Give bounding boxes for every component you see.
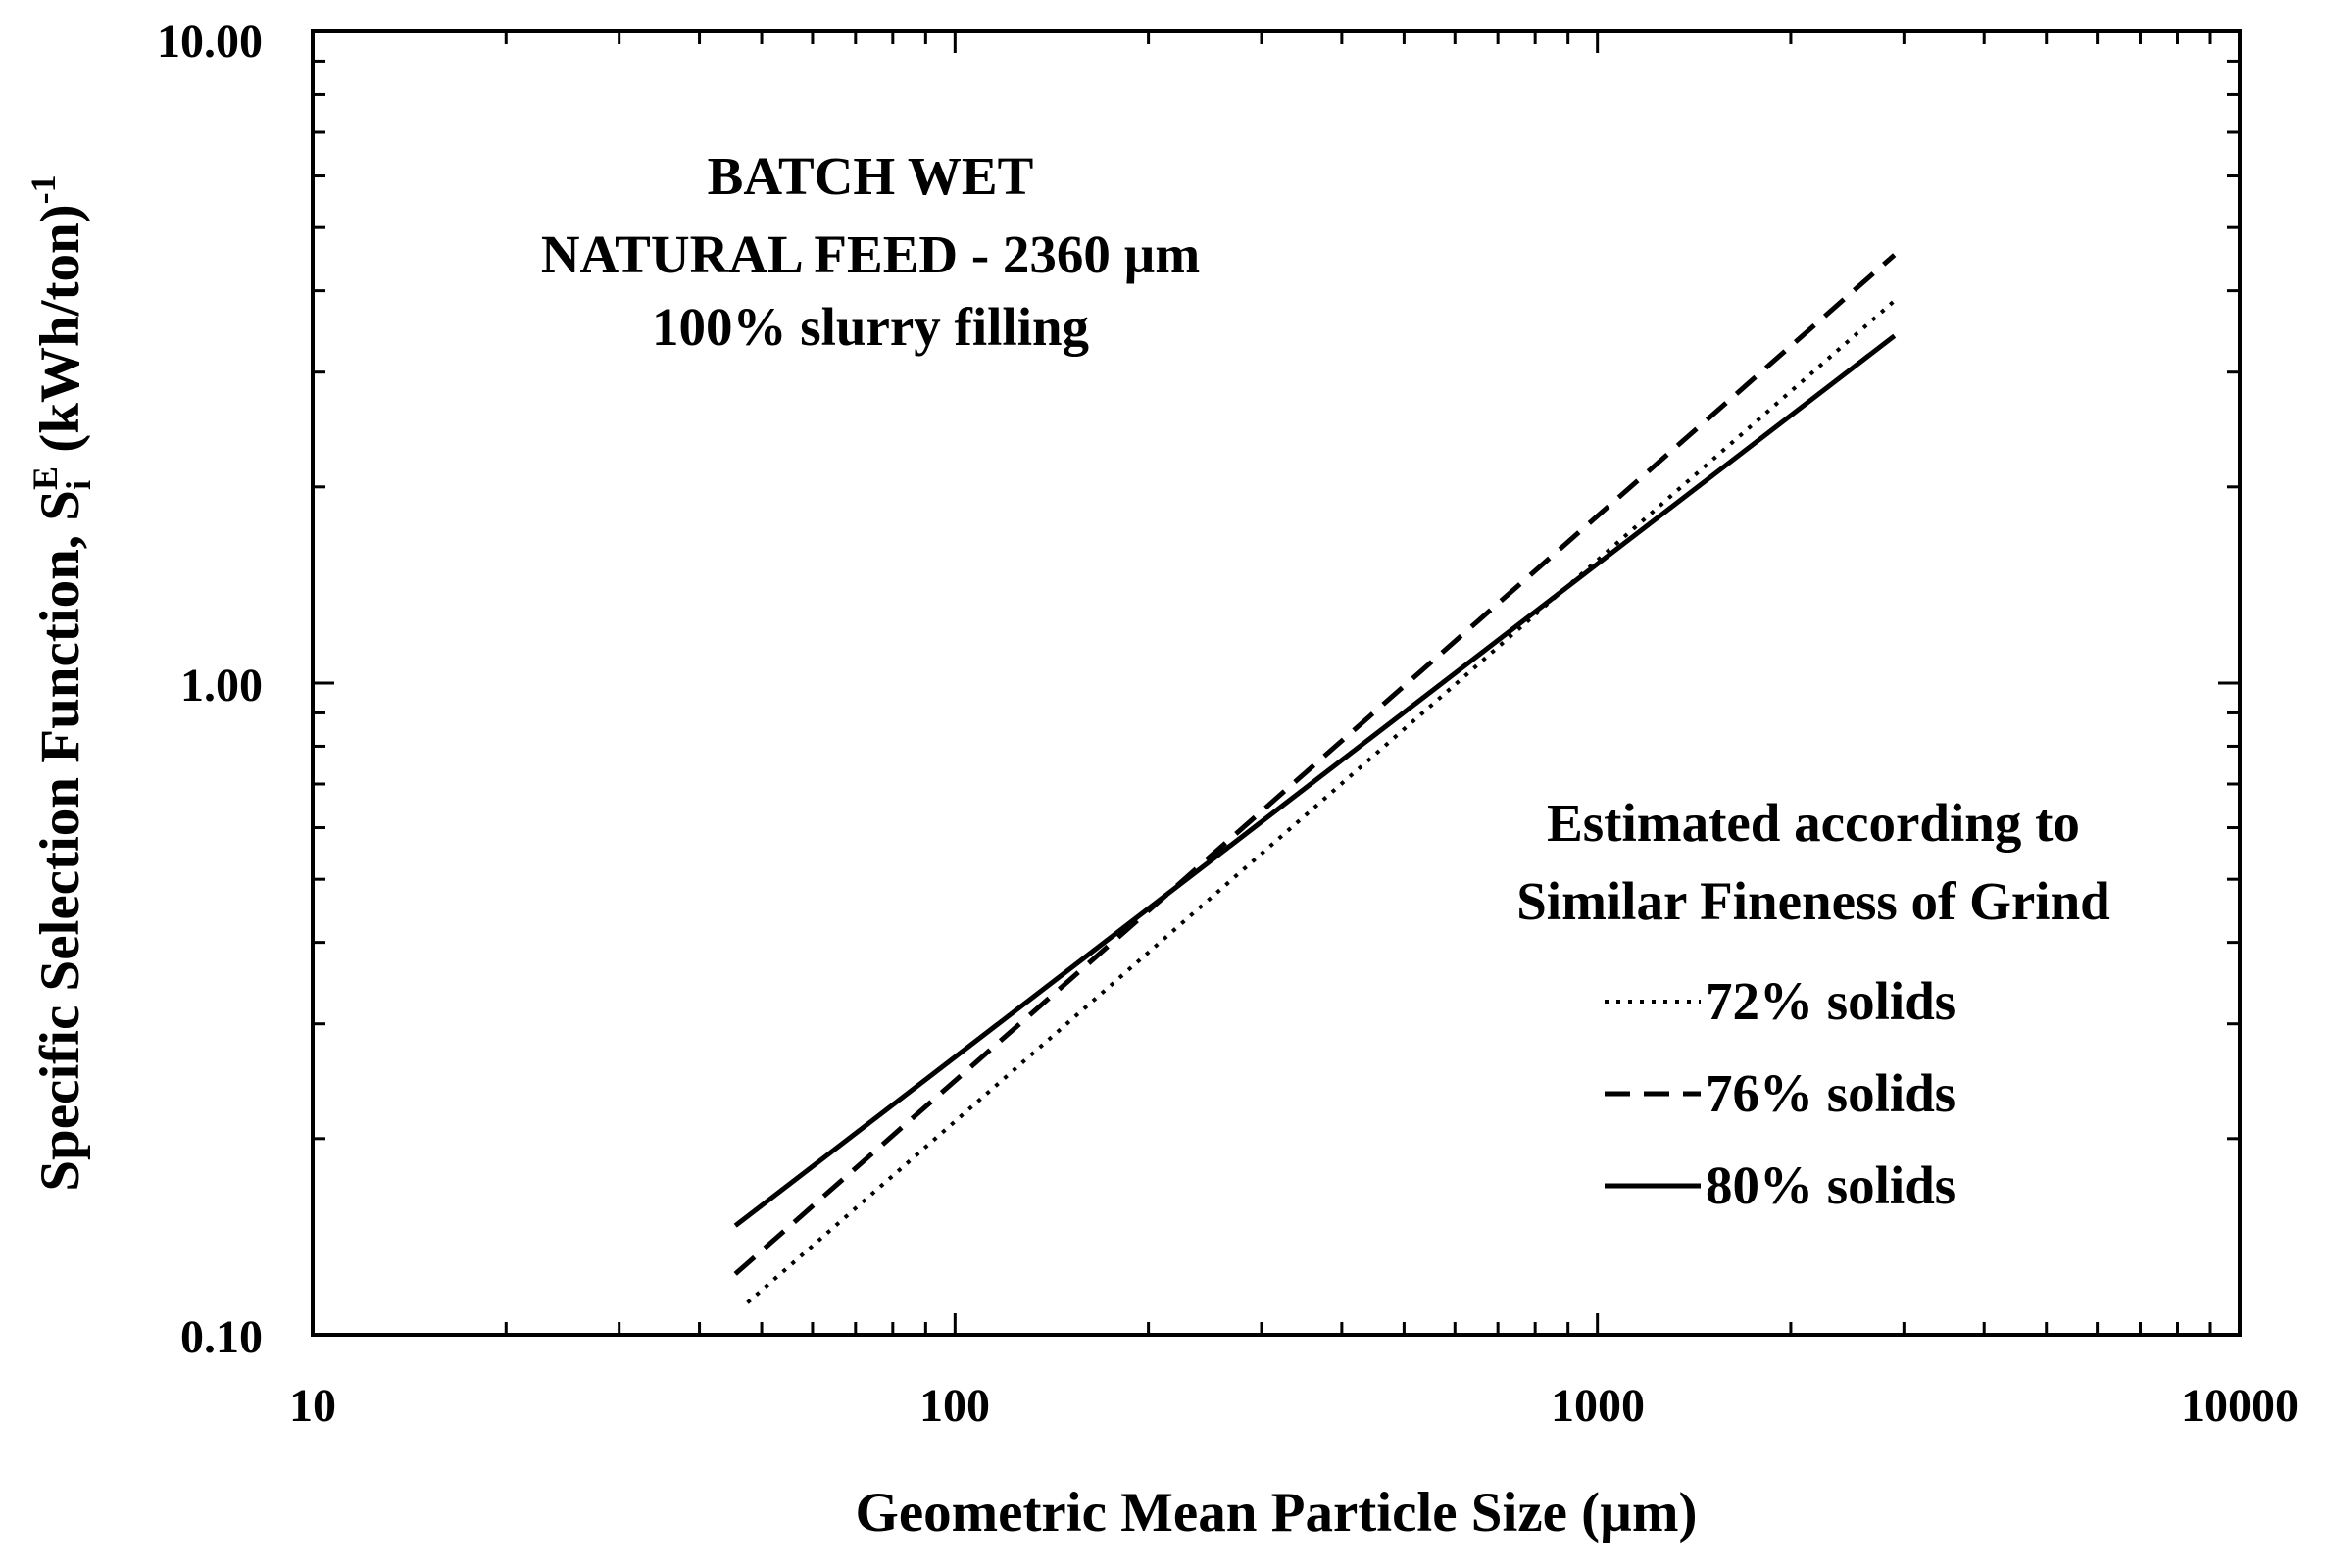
legend-title-line: Estimated according to — [1547, 793, 2080, 853]
y-axis-title-superscript: E — [25, 466, 65, 490]
y-axis-title-main: Specific Selection Function, S — [29, 490, 91, 1192]
legend-label-72-solids: 72% solids — [1706, 971, 1956, 1031]
x-tick-label: 1000 — [1551, 1380, 1645, 1432]
y-axis-title-subscript: i — [59, 480, 98, 490]
legend-label-80-solids: 80% solids — [1706, 1155, 1956, 1215]
y-tick-label: 1.00 — [180, 660, 263, 711]
y-tick-label: 10.00 — [157, 16, 263, 68]
x-axis-title: Geometric Mean Particle Size (µm) — [856, 1482, 1698, 1544]
y-axis-title-unit-exponent: -1 — [24, 174, 63, 204]
x-tick-label: 10 — [289, 1380, 336, 1432]
annotation-line: 100% slurry filling — [652, 297, 1089, 357]
y-axis-title-unit: (kWh/ton) — [29, 204, 91, 466]
series-layer — [733, 253, 1897, 1304]
legend-title-line: Similar Fineness of Grind — [1516, 871, 2110, 931]
legend-label-76-solids: 76% solids — [1706, 1063, 1956, 1123]
x-tick-label: 10000 — [2181, 1380, 2299, 1432]
annotation-line: NATURAL FEED - 2360 µm — [541, 224, 1200, 284]
x-tick-label: 100 — [919, 1380, 990, 1432]
series-line-76-solids — [733, 253, 1897, 1276]
annotation-line: BATCH WET — [708, 146, 1034, 206]
y-axis-title: Specific Selection Function, SiE (kWh/to… — [24, 174, 98, 1191]
axis-ticks — [313, 31, 2240, 1335]
series-line-80-solids — [733, 333, 1897, 1228]
y-tick-label: 0.10 — [180, 1311, 263, 1363]
